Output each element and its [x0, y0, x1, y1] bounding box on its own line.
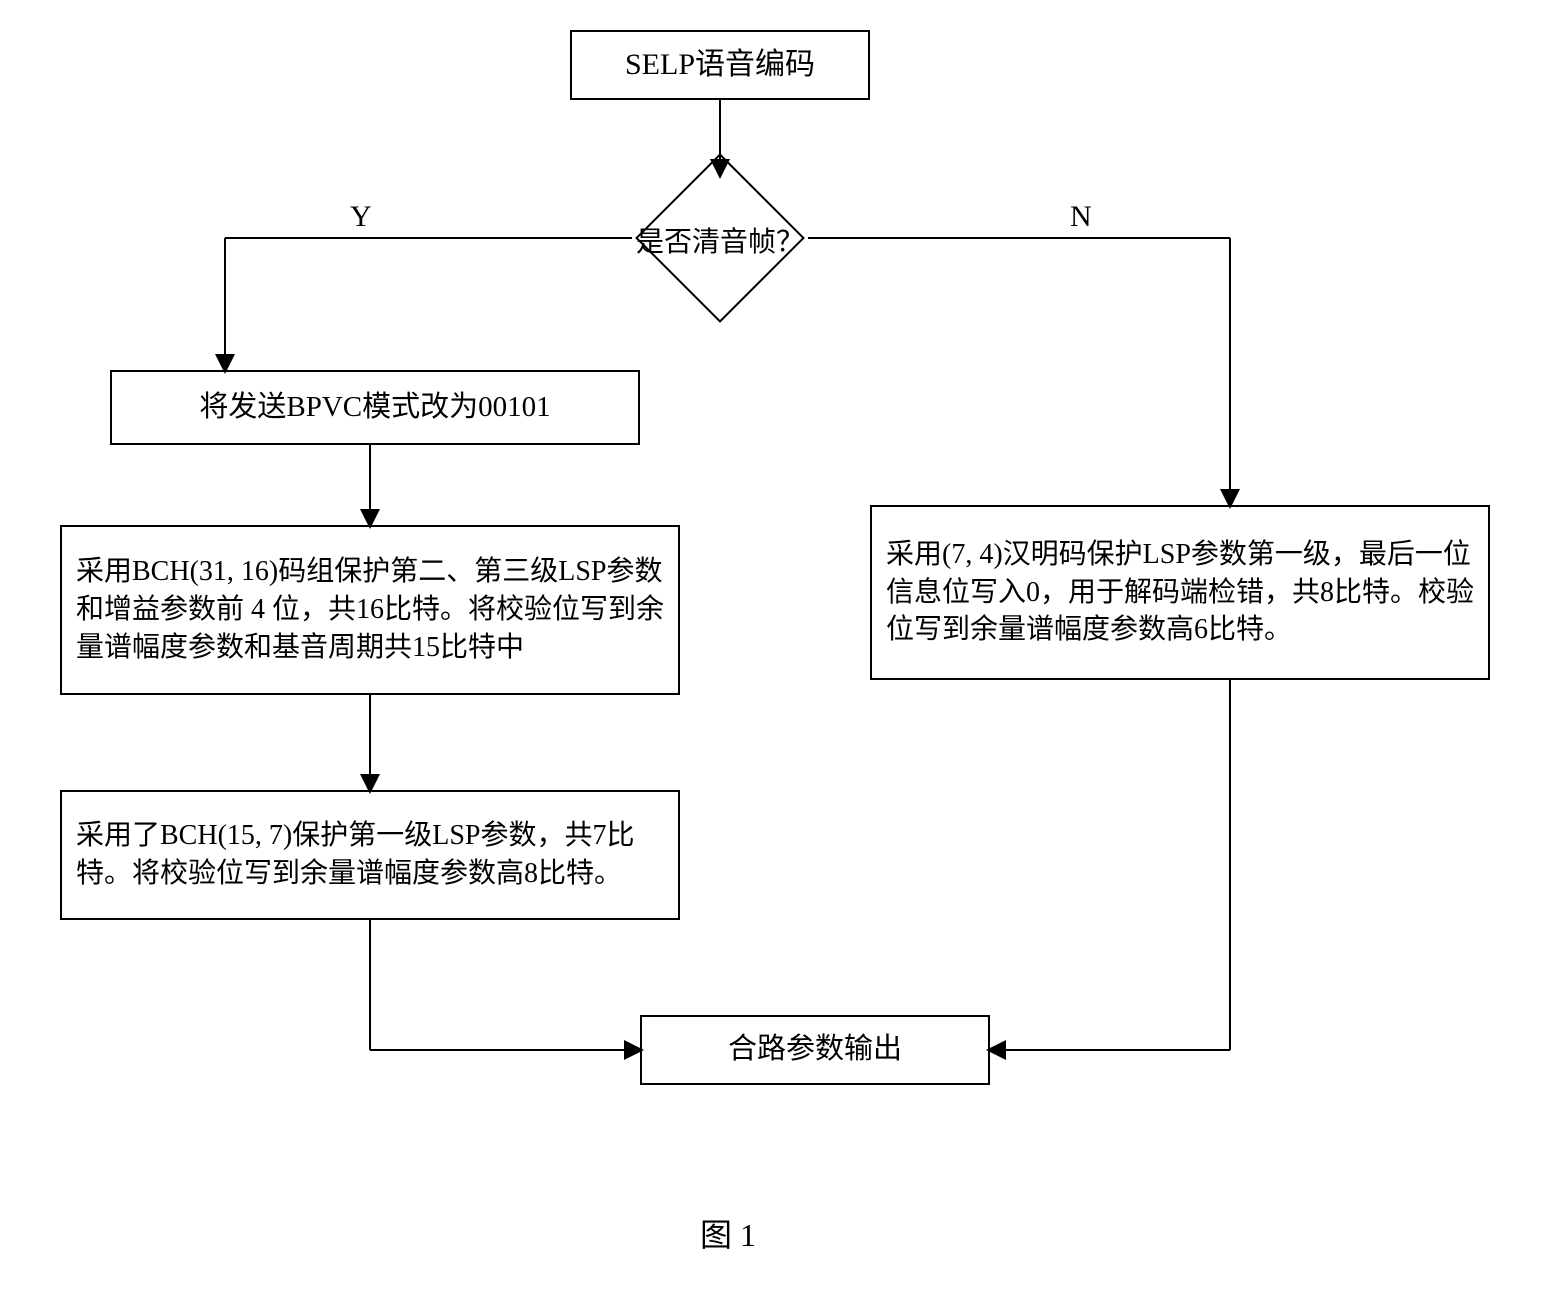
left1-text: 将发送BPVC模式改为00101 — [199, 388, 550, 427]
no-text: N — [1070, 200, 1092, 233]
merge-node: 合路参数输出 — [640, 1015, 990, 1085]
left2-node: 采用BCH(31, 16)码组保护第二、第三级LSP参数和增益参数前 4 位，共… — [60, 525, 680, 695]
left3-node: 采用了BCH(15, 7)保护第一级LSP参数，共7比特。将校验位写到余量谱幅度… — [60, 790, 680, 920]
no-label: N — [1070, 200, 1092, 234]
caption-text: 图 1 — [700, 1217, 756, 1253]
yes-label: Y — [350, 200, 372, 234]
left1-node: 将发送BPVC模式改为00101 — [110, 370, 640, 445]
merge-text: 合路参数输出 — [728, 1030, 902, 1069]
left3-text: 采用了BCH(15, 7)保护第一级LSP参数，共7比特。将校验位写到余量谱幅度… — [76, 817, 664, 893]
left2-text: 采用BCH(31, 16)码组保护第二、第三级LSP参数和增益参数前 4 位，共… — [76, 553, 664, 666]
figure-caption: 图 1 — [700, 1210, 756, 1256]
right1-text: 采用(7, 4)汉明码保护LSP参数第一级，最后一位信息位写入0，用于解码端检错… — [886, 536, 1474, 649]
decision-text-wrap: 是否清音帧？ — [610, 220, 830, 260]
start-text: SELP语音编码 — [625, 45, 815, 86]
decision-text: 是否清音帧？ — [636, 227, 804, 258]
right1-node: 采用(7, 4)汉明码保护LSP参数第一级，最后一位信息位写入0，用于解码端检错… — [870, 505, 1490, 680]
yes-text: Y — [350, 200, 372, 233]
start-node: SELP语音编码 — [570, 30, 870, 100]
